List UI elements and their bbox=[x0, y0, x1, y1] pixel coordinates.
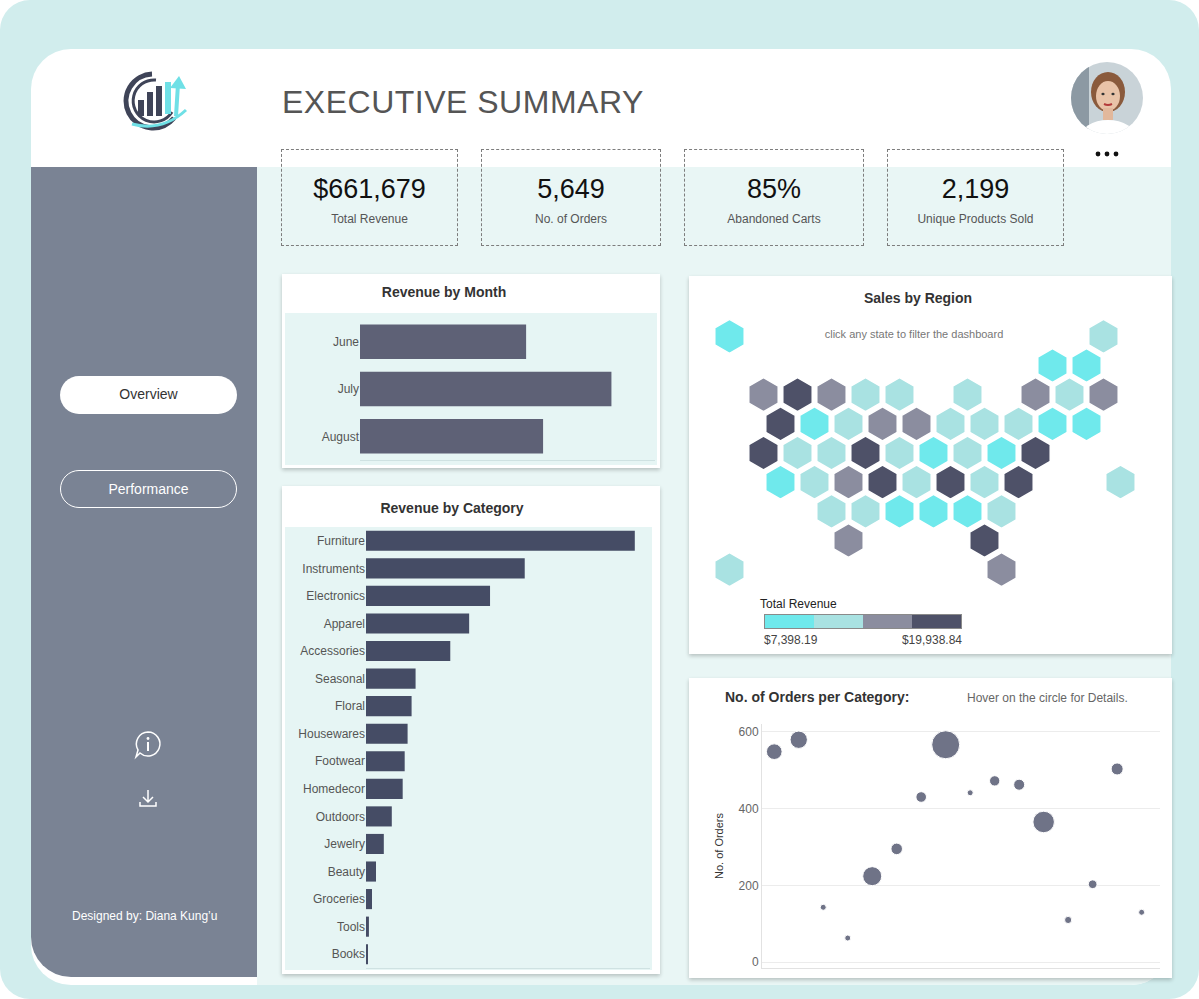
svg-text:Groceries: Groceries bbox=[313, 892, 365, 906]
svg-text:600: 600 bbox=[739, 725, 759, 739]
svg-text:Housewares: Housewares bbox=[298, 727, 365, 741]
svg-text:Furniture: Furniture bbox=[317, 534, 365, 548]
html-text:Total Revenue: Total Revenue bbox=[331, 212, 408, 226]
svg-text:Electronics: Electronics bbox=[306, 589, 365, 603]
html-text:5,649: 5,649 bbox=[537, 174, 605, 204]
html-text:$7,398.19: $7,398.19 bbox=[764, 633, 818, 647]
svg-text:Seasonal: Seasonal bbox=[315, 672, 365, 686]
svg-text:Accessories: Accessories bbox=[300, 644, 365, 658]
html-text:Hover on the circle for Detail: Hover on the circle for Details. bbox=[967, 691, 1128, 705]
svg-text:Apparel: Apparel bbox=[324, 617, 365, 631]
svg-text:Floral: Floral bbox=[335, 699, 365, 713]
html-text:click any state to filter the: click any state to filter the dashboard bbox=[824, 328, 1004, 340]
html-text:$19,938.84: $19,938.84 bbox=[901, 633, 962, 647]
html-text:Abandoned Carts: Abandoned Carts bbox=[727, 212, 821, 226]
svg-text:August: August bbox=[322, 430, 360, 444]
svg-text:0: 0 bbox=[752, 955, 759, 969]
svg-text:June: June bbox=[333, 335, 359, 349]
html-text:Designed by: Diana Kung’u: Designed by: Diana Kung’u bbox=[72, 909, 218, 923]
svg-text:400: 400 bbox=[739, 802, 759, 816]
html-text:Sales by Region: Sales by Region bbox=[863, 290, 973, 306]
html-text:Unique Products Sold: Unique Products Sold bbox=[917, 212, 1034, 226]
html-text:No. of Orders per Category:: No. of Orders per Category: bbox=[725, 689, 910, 705]
html-text:85%: 85% bbox=[747, 174, 801, 204]
svg-text:No. of Orders: No. of Orders bbox=[713, 812, 725, 879]
svg-text:Jewelry: Jewelry bbox=[324, 837, 365, 851]
html-text:$661,679: $661,679 bbox=[313, 174, 426, 204]
svg-text:July: July bbox=[338, 382, 359, 396]
svg-text:Books: Books bbox=[332, 947, 365, 961]
svg-text:Outdoors: Outdoors bbox=[316, 810, 365, 824]
svg-text:Instruments: Instruments bbox=[302, 562, 365, 576]
html-text:No. of Orders: No. of Orders bbox=[535, 212, 607, 226]
html-text:2,199: 2,199 bbox=[941, 174, 1010, 204]
html-text:Revenue by Month: Revenue by Month bbox=[381, 284, 507, 300]
svg-text:Homedecor: Homedecor bbox=[303, 782, 365, 796]
svg-text:200: 200 bbox=[739, 879, 759, 893]
svg-text:Beauty: Beauty bbox=[328, 865, 365, 879]
html-text:Total Revenue: Total Revenue bbox=[760, 597, 837, 611]
html-text:Revenue by Category: Revenue by Category bbox=[380, 500, 524, 516]
html-text:Overview: Overview bbox=[119, 386, 178, 402]
svg-text:Tools: Tools bbox=[337, 920, 365, 934]
svg-text:Footwear: Footwear bbox=[315, 754, 365, 768]
html-text:EXECUTIVE SUMMARY: EXECUTIVE SUMMARY bbox=[282, 84, 644, 120]
html-text:Performance: Performance bbox=[108, 481, 189, 497]
